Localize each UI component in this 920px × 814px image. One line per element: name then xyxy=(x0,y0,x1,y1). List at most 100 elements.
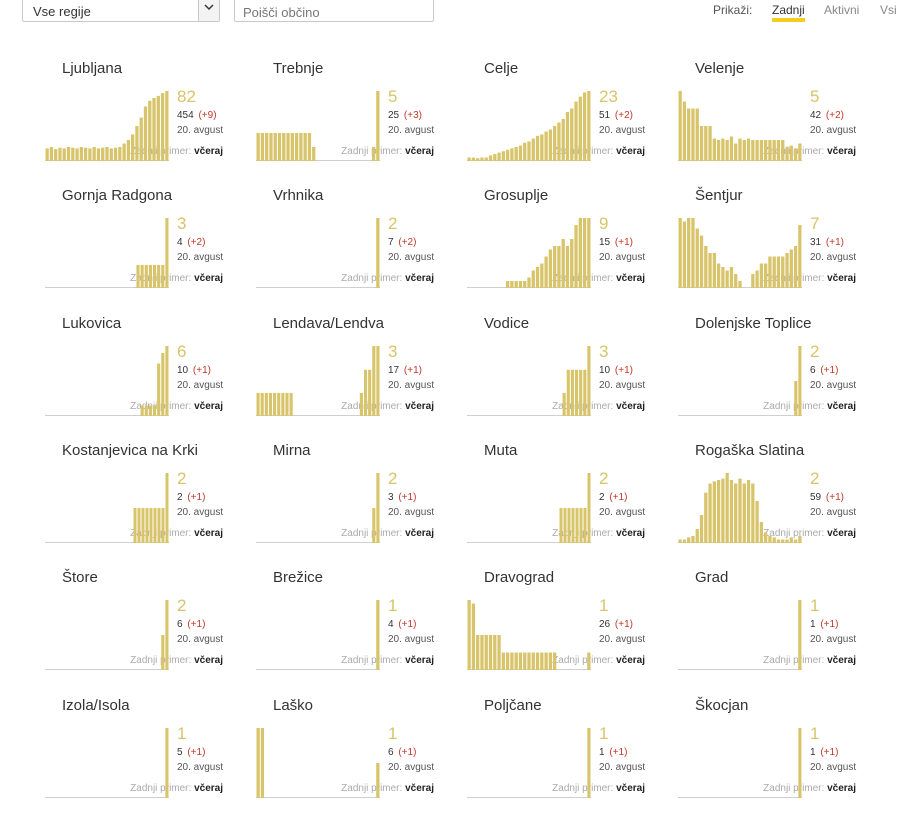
delta-badge: (+3) xyxy=(403,110,422,121)
chart-bar xyxy=(152,405,157,416)
chart-bar xyxy=(371,147,376,161)
municipality-card[interactable]: Vrhnika 2 7 (+2) 20. avgust Zadnji primer: v… xyxy=(256,184,446,304)
total-value: 15 xyxy=(599,237,611,248)
chart-bar xyxy=(544,131,548,161)
municipality-card[interactable]: Dolenjske Toplice 2 6 (+1) 20. avgust Zadnji… xyxy=(678,312,868,432)
municipality-card[interactable]: Kostanjevica na Krki 2 2 (+1) 20. avgust Zad… xyxy=(45,439,235,559)
region-select[interactable]: Vse regije xyxy=(22,0,220,22)
municipality-card[interactable]: Dravograd 1 26 (+1) 20. avgust Zadnji primer… xyxy=(467,566,657,686)
last-case: Zadnji primer: včeraj xyxy=(341,273,434,284)
municipality-card[interactable]: Velenje 5 42 (+2) 20. avgust Zadnji primer: … xyxy=(678,57,868,177)
chart-bar xyxy=(376,763,380,798)
municipality-card[interactable]: Grosuplje 9 15 (+1) 20. avgust Zadnji primer… xyxy=(467,184,657,304)
chart-bar xyxy=(544,652,548,670)
date-label: 20. avgust xyxy=(599,762,646,773)
chart-bar xyxy=(772,140,776,161)
municipality-search-input[interactable] xyxy=(234,0,434,22)
municipality-card[interactable]: Škocjan 1 1 (+1) 20. avgust Zadnji primer: v… xyxy=(678,694,868,814)
total-count: 3 (+1) xyxy=(388,492,416,503)
last-case: Zadnji primer: včeraj xyxy=(552,783,645,794)
active-count: 2 xyxy=(388,469,398,488)
chart-bar xyxy=(798,346,802,416)
chart-bar xyxy=(755,501,759,543)
chart-bar xyxy=(759,522,764,543)
municipality-name: Štore xyxy=(62,569,98,586)
chart-bar xyxy=(58,147,62,161)
municipality-card[interactable]: Laško 1 6 (+1) 20. avgust Zadnji primer: vče… xyxy=(256,694,446,814)
chart-bar xyxy=(567,508,571,543)
municipality-card[interactable]: Celje 23 51 (+2) 20. avgust Zadnji primer: v… xyxy=(467,57,657,177)
municipality-card[interactable]: Ljubljana 82 454 (+9) 20. avgust Zadnji prim… xyxy=(45,57,235,177)
chart-bar xyxy=(571,508,575,543)
active-count: 6 xyxy=(177,342,187,361)
active-count: 23 xyxy=(599,87,618,106)
show-option-zadnji[interactable]: Zadnji xyxy=(772,3,805,22)
municipality-card[interactable]: Muta 2 2 (+1) 20. avgust Zadnji primer: včer… xyxy=(467,439,657,559)
municipality-card[interactable]: Trebnje 5 25 (+3) 20. avgust Zadnji primer: … xyxy=(256,57,446,177)
chart-bar xyxy=(118,147,122,161)
municipality-card[interactable]: Mirna 2 3 (+1) 20. avgust Zadnji primer: vče… xyxy=(256,439,446,559)
municipality-name: Grosuplje xyxy=(484,187,549,204)
last-case-label: Zadnji primer: xyxy=(341,401,403,412)
total-count: 1 (+1) xyxy=(810,619,838,630)
show-option-aktivni[interactable]: Aktivni xyxy=(824,3,860,17)
show-option-vsi[interactable]: Vsi xyxy=(880,3,897,17)
municipality-card[interactable]: Izola/Isola 1 5 (+1) 20. avgust Zadnji prime… xyxy=(45,694,235,814)
date-label: 20. avgust xyxy=(810,507,857,518)
chart-bar xyxy=(557,122,561,161)
chart-bar xyxy=(140,405,144,416)
municipality-card[interactable]: Lukovica 6 10 (+1) 20. avgust Zadnji primer:… xyxy=(45,312,235,432)
chart-bar xyxy=(793,246,798,288)
last-case-label: Zadnji primer: xyxy=(763,146,825,157)
chart-bar xyxy=(294,133,299,161)
municipality-card[interactable]: Brežice 1 4 (+1) 20. avgust Zadnji primer: v… xyxy=(256,566,446,686)
delta-badge: (+1) xyxy=(609,492,628,503)
chart-bar xyxy=(575,508,579,543)
chart-bar xyxy=(527,277,531,288)
active-count: 3 xyxy=(177,214,187,233)
chart-bar xyxy=(570,369,574,416)
sparkline-chart xyxy=(467,346,591,416)
chart-bar xyxy=(565,246,570,288)
municipality-card[interactable]: Lendava/Lendva 3 17 (+1) 20. avgust Zadnji p… xyxy=(256,312,446,432)
municipality-card[interactable]: Grad 1 1 (+1) 20. avgust Zadnji primer: včer… xyxy=(678,566,868,686)
last-case-value: včeraj xyxy=(405,401,434,412)
chart-bar xyxy=(687,537,691,543)
chart-bar xyxy=(768,140,772,161)
chart-bar xyxy=(157,264,161,288)
municipality-name: Gornja Radgona xyxy=(62,187,173,204)
chart-bar xyxy=(510,148,514,161)
chart-bar xyxy=(372,508,376,543)
chart-bar xyxy=(772,256,776,288)
total-count: 25 (+3) xyxy=(388,110,422,121)
chart-bar xyxy=(540,134,544,161)
chart-bar xyxy=(505,281,510,288)
chart-bar xyxy=(574,225,578,288)
chart-bar xyxy=(721,478,725,543)
chart-bar xyxy=(776,140,781,161)
municipality-card[interactable]: Vodice 3 10 (+1) 20. avgust Zadnji primer: v… xyxy=(467,312,657,432)
chart-bar xyxy=(682,539,687,543)
chart-bar xyxy=(376,91,380,161)
total-value: 6 xyxy=(810,365,816,376)
date-label: 20. avgust xyxy=(810,762,857,773)
municipality-card[interactable]: Poljčane 1 1 (+1) 20. avgust Zadnji primer: … xyxy=(467,694,657,814)
municipality-name: Celje xyxy=(484,60,519,77)
municipality-card[interactable]: Šentjur 7 31 (+1) 20. avgust Zadnji primer: … xyxy=(678,184,868,304)
chart-bar xyxy=(691,218,695,288)
municipality-card[interactable]: Štore 2 6 (+1) 20. avgust Zadnji primer: vče… xyxy=(45,566,235,686)
last-case-label: Zadnji primer: xyxy=(130,528,192,539)
chart-bar xyxy=(699,126,704,161)
dropdown-button[interactable] xyxy=(198,0,219,21)
chart-bar xyxy=(582,218,587,288)
chart-bar xyxy=(514,652,518,670)
chart-bar xyxy=(751,140,755,161)
chart-bar xyxy=(746,480,751,543)
municipality-card[interactable]: Gornja Radgona 3 4 (+2) 20. avgust Zadnji pr… xyxy=(45,184,235,304)
municipality-name: Izola/Isola xyxy=(62,697,130,714)
total-value: 7 xyxy=(388,237,394,248)
municipality-name: Vodice xyxy=(484,315,530,332)
delta-badge: (+1) xyxy=(398,619,417,630)
chart-bar xyxy=(514,281,518,288)
municipality-card[interactable]: Rogaška Slatina 2 59 (+1) 20. avgust Zadnji … xyxy=(678,439,868,559)
